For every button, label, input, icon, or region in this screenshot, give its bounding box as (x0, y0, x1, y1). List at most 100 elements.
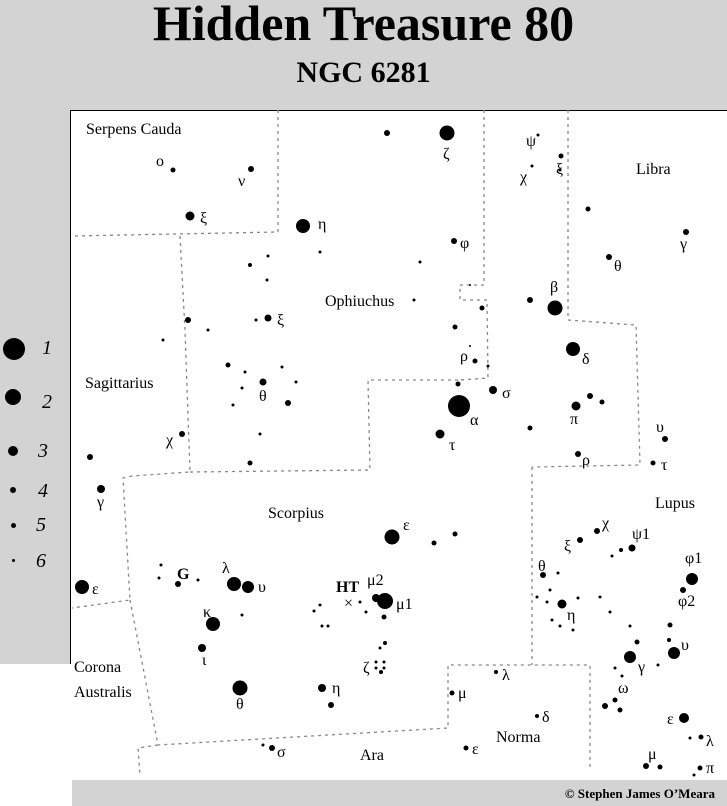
star (266, 279, 269, 282)
star (241, 614, 244, 617)
star-xi-ser (186, 212, 195, 221)
star-tau-sco (436, 430, 445, 439)
label-nu: ν (238, 173, 245, 190)
label-delta: δ (582, 351, 590, 368)
label-upsilon-lup: υ (656, 419, 664, 436)
label-epsilon-lup: ε (667, 711, 674, 728)
star (546, 601, 549, 604)
label-eta-oph: η (318, 216, 326, 233)
star-upsilon-sco (242, 581, 254, 593)
label-sigma-ara: σ (277, 744, 286, 761)
star-chi-sgr (179, 431, 185, 437)
star-gamma-sgr (97, 485, 105, 493)
star (586, 207, 591, 212)
star-epsilon-lup (679, 713, 689, 723)
label-phi2-lup: φ2 (678, 593, 695, 610)
star (248, 263, 252, 267)
star (379, 647, 382, 650)
star-sigma-sco (489, 386, 497, 394)
star-phi1-lup (686, 573, 698, 585)
star-pi-sco (572, 402, 581, 411)
star (87, 454, 93, 460)
star-eta-sco (318, 684, 326, 692)
star-xi-lup (577, 537, 583, 543)
star-omicron-ser (171, 168, 176, 173)
label-theta-lib: θ (614, 258, 622, 275)
star (527, 297, 533, 303)
star (383, 667, 386, 670)
star (162, 339, 165, 342)
star (328, 702, 334, 708)
star (667, 638, 671, 642)
star (453, 325, 458, 330)
star-rho-oph (473, 359, 478, 364)
label-phi: φ (460, 235, 469, 252)
star-iota-sco (198, 644, 206, 652)
label-lupus: Lupus (655, 495, 695, 512)
star-beta-lib (548, 301, 563, 316)
star-theta-lib (606, 254, 612, 260)
star (207, 329, 210, 332)
star (528, 426, 533, 431)
star (456, 382, 461, 387)
star-mu-nor (450, 691, 455, 696)
star-phi-oph (451, 238, 457, 244)
star-theta-oph (260, 379, 267, 386)
label-theta-lup: θ (538, 558, 546, 575)
label-psi1-lup: ψ1 (632, 526, 650, 543)
star-zeta-oph (440, 126, 455, 141)
star-xi-lib (559, 154, 564, 159)
star (629, 625, 632, 628)
star (611, 555, 614, 558)
label-ht: HT (336, 579, 359, 596)
label-gamma-sgr: γ (96, 494, 104, 511)
star-tau-lup (651, 461, 656, 466)
label-gamma-lib: γ (679, 236, 687, 253)
star-xi-oph (265, 315, 272, 322)
label-mu2: μ2 (367, 572, 384, 589)
constellation-boundaries (72, 110, 640, 775)
star (536, 596, 539, 599)
label-kappa: κ (203, 604, 211, 621)
star (614, 667, 617, 670)
label-chi-sgr: χ (165, 432, 174, 449)
star (321, 625, 324, 628)
label-pi-sco: π (570, 411, 578, 428)
star (226, 363, 231, 368)
label-xi-ser: ξ (200, 210, 207, 227)
label-xi-lup: ξ (564, 538, 571, 555)
star (327, 625, 330, 628)
label-zeta-sco: ζ (363, 660, 370, 677)
star-psi-oph (537, 134, 540, 137)
label-beta: β (550, 279, 558, 296)
star (365, 611, 368, 614)
star (319, 604, 322, 607)
star (160, 564, 163, 567)
star-lambda-lup (699, 735, 704, 740)
star-upsilon-lup2 (668, 647, 680, 659)
label-lambda-sco: λ (222, 560, 230, 577)
label-lambda-lup: λ (706, 733, 714, 750)
star (158, 577, 161, 580)
label-psi: ψ (526, 133, 536, 150)
star-zeta-sco (379, 670, 383, 674)
label-alpha: α (470, 412, 479, 429)
label-chi-lup: χ (601, 515, 610, 532)
star (313, 610, 316, 613)
star (602, 703, 608, 709)
star-rho-sco (575, 451, 581, 457)
star (480, 306, 485, 311)
boundary-ara-south (138, 745, 158, 775)
star-eta-lup (558, 600, 567, 609)
star-gamma-lup (624, 651, 636, 663)
star (197, 579, 200, 582)
star (259, 433, 262, 436)
label-sagittarius: Sagittarius (85, 375, 153, 392)
stars (75, 126, 704, 777)
star (285, 400, 291, 406)
star (658, 765, 663, 770)
star-eta-oph (296, 219, 310, 233)
star (384, 130, 390, 136)
star (419, 261, 422, 264)
